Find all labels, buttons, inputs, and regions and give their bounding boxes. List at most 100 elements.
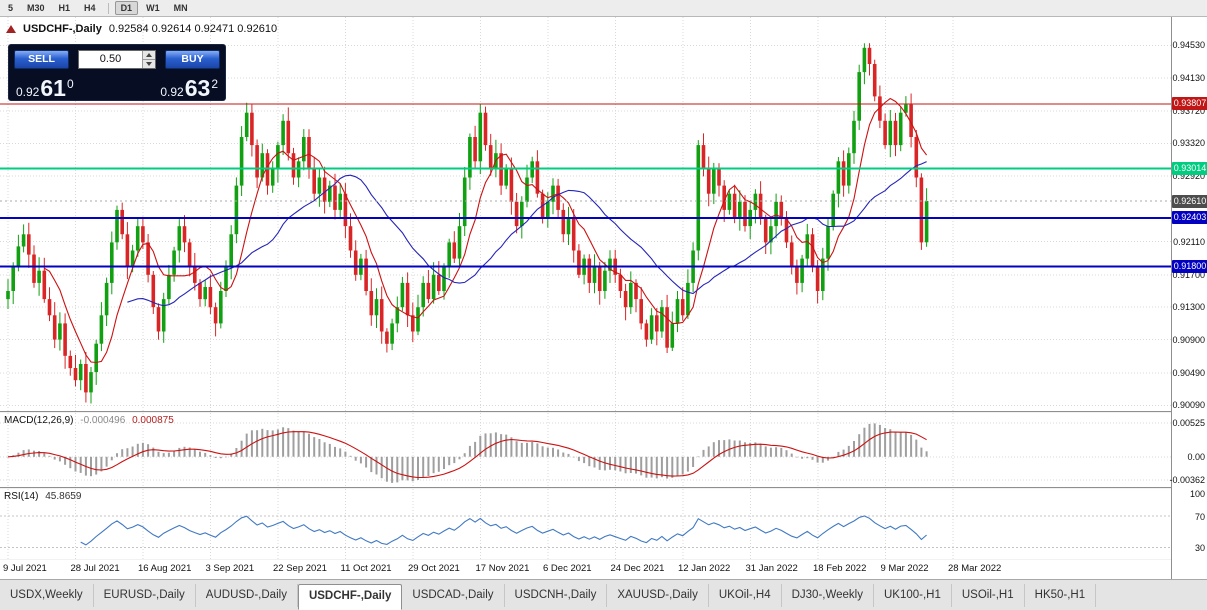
tab-xauusd-daily[interactable]: XAUUSD-,Daily xyxy=(607,584,709,607)
current-price-badge: 0.92610 xyxy=(1172,194,1207,208)
buy-price-prefix: 0.92 xyxy=(160,85,184,99)
tab-dj30-weekly[interactable]: DJ30-,Weekly xyxy=(782,584,874,607)
price-badge-blue: 0.91800 xyxy=(1172,260,1207,274)
rsi-grid xyxy=(0,489,1171,559)
panel-separator xyxy=(0,559,1207,560)
volume-spinner[interactable] xyxy=(78,49,156,69)
chart-title: USDCHF-,Daily 0.92584 0.92614 0.92471 0.… xyxy=(6,23,277,35)
tab-usdx-weekly[interactable]: USDX,Weekly xyxy=(0,584,94,607)
price-tick: 0.93320 xyxy=(1172,138,1205,149)
timeframe-button-h4[interactable]: H4 xyxy=(84,3,96,13)
date-label: 29 Oct 2021 xyxy=(408,563,460,574)
timeframe-button-m30[interactable]: M30 xyxy=(27,3,45,13)
sell-price-big: 61 xyxy=(40,75,66,101)
chart-ohlc-values: 0.92584 0.92614 0.92471 0.92610 xyxy=(108,23,278,35)
one-click-collapse-icon[interactable] xyxy=(6,25,16,33)
volume-spin-buttons xyxy=(142,50,155,68)
macd-signal-line xyxy=(7,431,927,479)
macd-svg[interactable] xyxy=(0,413,1171,487)
tab-eurusd-daily[interactable]: EURUSD-,Daily xyxy=(94,584,196,607)
macd-panel[interactable]: MACD(12,26,9) -0.000496 0.000875 xyxy=(0,413,1171,487)
tab-ukoil-h4[interactable]: UKOil-,H4 xyxy=(709,584,782,607)
timeframe-button-5[interactable]: 5 xyxy=(8,3,14,13)
candles-group xyxy=(6,43,929,404)
volume-down-button[interactable] xyxy=(143,58,155,68)
panel-separator[interactable] xyxy=(0,411,1207,413)
panel-separator[interactable] xyxy=(0,487,1207,489)
rsi-tick: 30 xyxy=(1194,543,1205,554)
date-label: 12 Jan 2022 xyxy=(678,563,731,574)
trade-panel-controls: SELL BUY xyxy=(14,48,220,70)
sell-price: 0.92 61 0 xyxy=(16,77,74,100)
price-badge-red: 0.93807 xyxy=(1172,97,1207,111)
date-label: 24 Dec 2021 xyxy=(610,563,665,574)
chart-symbol-label: USDCHF-,Daily xyxy=(23,23,102,35)
macd-main-value: -0.000496 xyxy=(80,415,126,426)
date-label: 28 Mar 2022 xyxy=(948,563,1002,574)
buy-price-big: 63 xyxy=(184,75,211,101)
macd-label: MACD(12,26,9) xyxy=(4,415,74,426)
arrow-down-icon xyxy=(146,61,152,66)
price-badge-green: 0.93014 xyxy=(1172,161,1207,175)
macd-tick: -0.00362 xyxy=(1169,475,1205,486)
date-label: 31 Jan 2022 xyxy=(745,563,798,574)
tab-usdchf-daily[interactable]: USDCHF-,Daily xyxy=(297,584,403,610)
timeframe-button-h1[interactable]: H1 xyxy=(58,3,71,13)
macd-histogram xyxy=(7,423,928,483)
tab-usdcad-daily[interactable]: USDCAD-,Daily xyxy=(402,584,505,607)
date-label: 28 Jul 2021 xyxy=(70,563,120,574)
tab-usoil-h1[interactable]: USOil-,H1 xyxy=(952,584,1025,607)
tab-audusd-daily[interactable]: AUDUSD-,Daily xyxy=(196,584,298,607)
date-label: 3 Sep 2021 xyxy=(205,563,255,574)
timeframe-button-d1[interactable]: D1 xyxy=(114,1,139,15)
trade-panel-prices: 0.92 61 0 0.92 63 2 xyxy=(14,70,220,100)
price-tick: 0.90490 xyxy=(1172,367,1205,378)
price-chart-area[interactable]: USDCHF-,Daily 0.92584 0.92614 0.92471 0.… xyxy=(0,17,1171,411)
rsi-value: 45.8659 xyxy=(45,491,82,502)
buy-price-sup: 2 xyxy=(211,77,218,91)
rsi-label: RSI(14) xyxy=(4,491,39,502)
price-axis[interactable]: 0.94530 0.94130 0.93720 0.93320 0.92920 0.921… xyxy=(1169,17,1207,579)
toolbar-divider xyxy=(107,2,109,14)
rsi-line xyxy=(80,515,927,546)
macd-signal-value: 0.000875 xyxy=(132,415,174,426)
date-label: 17 Nov 2021 xyxy=(475,563,530,574)
macd-label-row: MACD(12,26,9) -0.000496 0.000875 xyxy=(4,415,174,426)
date-label: 9 Mar 2022 xyxy=(880,563,929,574)
time-axis[interactable]: 9 Jul 2021 28 Jul 2021 16 Aug 2021 3 Sep 20… xyxy=(0,560,1171,579)
macd-tick: 0.00525 xyxy=(1172,417,1205,428)
rsi-tick: 100 xyxy=(1189,488,1205,499)
rsi-panel[interactable]: RSI(14) 45.8659 xyxy=(0,489,1171,559)
price-tick: 0.94130 xyxy=(1172,72,1205,83)
price-tick: 0.94530 xyxy=(1172,40,1205,51)
date-label: 6 Dec 2021 xyxy=(543,563,592,574)
date-label: 9 Jul 2021 xyxy=(3,563,47,574)
volume-up-button[interactable] xyxy=(143,50,155,59)
sell-price-prefix: 0.92 xyxy=(16,85,40,99)
price-chart-svg[interactable] xyxy=(0,17,1171,411)
macd-grid xyxy=(0,413,1171,487)
tab-hk50-h1[interactable]: HK50-,H1 xyxy=(1025,584,1097,607)
price-badge-blue: 0.92403 xyxy=(1172,211,1207,225)
sell-button[interactable]: SELL xyxy=(14,49,69,69)
date-label: 11 Oct 2021 xyxy=(340,563,392,574)
chart-tabs-bar: USDX,Weekly EURUSD-,Daily AUDUSD-,Daily USD… xyxy=(0,579,1207,610)
buy-button[interactable]: BUY xyxy=(165,49,220,69)
volume-input[interactable] xyxy=(79,50,142,68)
horizontal-lines[interactable] xyxy=(0,103,1171,268)
timeframe-button-w1[interactable]: W1 xyxy=(146,3,160,13)
date-label: 16 Aug 2021 xyxy=(138,563,192,574)
macd-tick: 0.00 xyxy=(1187,451,1205,462)
price-tick: 0.91300 xyxy=(1172,302,1205,313)
price-tick: 0.91700 xyxy=(1172,269,1205,280)
timeframe-button-mn[interactable]: MN xyxy=(173,3,188,13)
date-label: 18 Feb 2022 xyxy=(813,563,867,574)
price-tick: 0.90900 xyxy=(1172,334,1205,345)
rsi-svg[interactable] xyxy=(0,489,1171,559)
moving-averages xyxy=(44,97,928,364)
date-label: 22 Sep 2021 xyxy=(273,563,327,574)
tab-usdcnh-daily[interactable]: USDCNH-,Daily xyxy=(505,584,608,607)
tab-uk100-h1[interactable]: UK100-,H1 xyxy=(874,584,952,607)
